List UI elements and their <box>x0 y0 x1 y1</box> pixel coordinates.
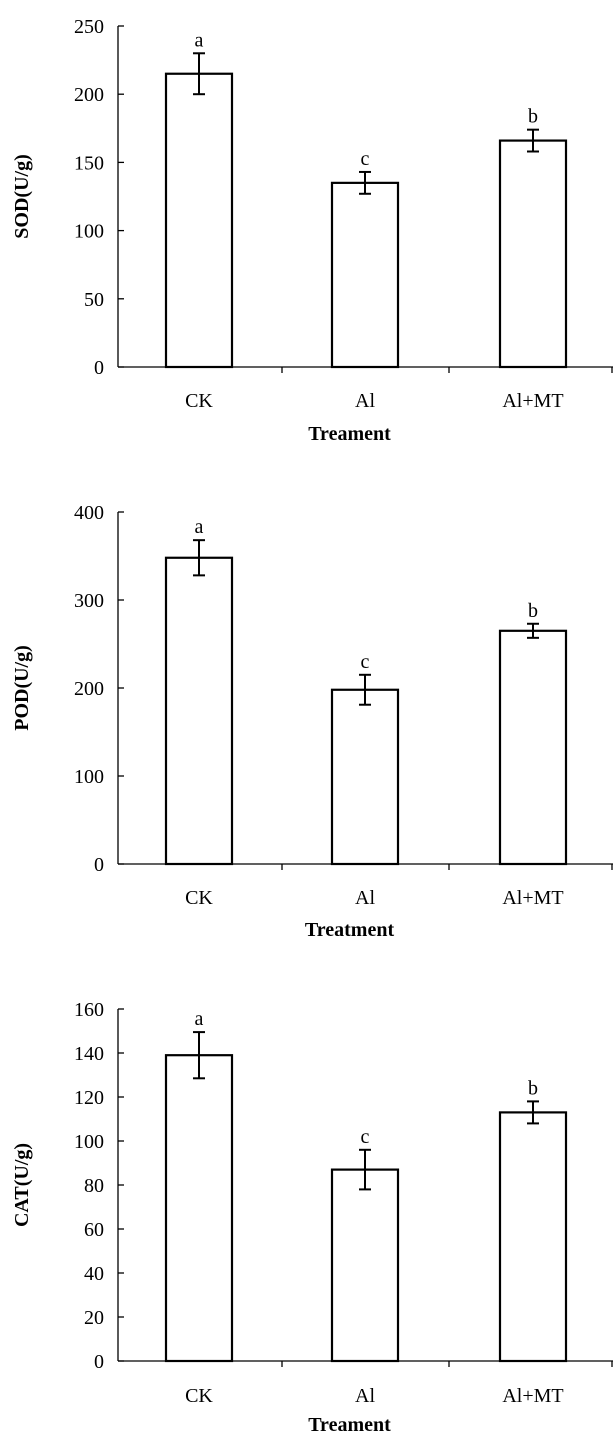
x-tick-label: Al+MT <box>502 887 563 909</box>
significance-label: a <box>195 516 204 538</box>
significance-label: c <box>361 1126 370 1148</box>
x-axis-title: Treatment <box>305 919 395 941</box>
x-axis-title: Treament <box>308 1414 391 1436</box>
y-tick-label: 100 <box>74 1131 104 1153</box>
chart-panel-pod: 0 100 200 300 400 a CK c Al b Al+MT Treatment POD(U/… <box>11 502 613 941</box>
bar-ck <box>164 1054 234 1363</box>
x-tick-label: CK <box>185 1385 213 1407</box>
y-tick-label: 80 <box>84 1175 104 1197</box>
y-tick-label: 200 <box>74 678 104 700</box>
y-axis-title: SOD(U/g) <box>11 154 33 238</box>
bar-al <box>330 181 400 369</box>
bar-al <box>330 688 400 866</box>
y-axis-title: POD(U/g) <box>11 645 33 731</box>
significance-label: a <box>195 1008 204 1030</box>
x-tick-label: Al+MT <box>502 390 563 412</box>
y-tick-label: 50 <box>84 289 104 311</box>
significance-label: a <box>195 29 204 51</box>
y-tick-label: 100 <box>74 766 104 788</box>
chart-panel-cat: 0 20 40 60 80 100 120 140 160 a CK c Al b Al+MT Treamen… <box>11 999 613 1436</box>
y-tick-label: 160 <box>74 999 104 1021</box>
x-tick-label: Al <box>355 887 375 909</box>
bar-al-plus-mt <box>498 1111 568 1363</box>
significance-label: c <box>361 651 370 673</box>
y-axis-title: CAT(U/g) <box>11 1143 33 1227</box>
bar-ck <box>164 556 234 866</box>
x-tick-label: CK <box>185 887 213 909</box>
y-tick-label: 40 <box>84 1263 104 1285</box>
y-tick-label: 150 <box>74 152 104 174</box>
y-tick-label: 250 <box>74 16 104 38</box>
y-tick-label: 120 <box>74 1087 104 1109</box>
y-tick-label: 20 <box>84 1307 104 1329</box>
y-tick-label: 400 <box>74 502 104 524</box>
significance-label: b <box>528 600 538 622</box>
significance-label: b <box>528 106 538 128</box>
x-tick-label: CK <box>185 390 213 412</box>
y-tick-label: 140 <box>74 1043 104 1065</box>
bar-ck <box>164 72 234 369</box>
bar-al-plus-mt <box>498 139 568 369</box>
chart-panel-sod: 0 50 100 150 200 250 a CK c Al b Al+MT Treament SOD(U… <box>11 16 613 445</box>
significance-label: c <box>361 148 370 170</box>
y-tick-label: 0 <box>94 357 104 379</box>
y-tick-label: 200 <box>74 84 104 106</box>
y-tick-label: 60 <box>84 1219 104 1241</box>
x-tick-label: Al+MT <box>502 1385 563 1407</box>
y-tick-label: 100 <box>74 221 104 243</box>
bar-al <box>330 1168 400 1363</box>
x-tick-label: Al <box>355 390 375 412</box>
x-tick-label: Al <box>355 1385 375 1407</box>
significance-label: b <box>528 1077 538 1099</box>
y-tick-label: 0 <box>94 854 104 876</box>
y-tick-label: 0 <box>94 1351 104 1373</box>
bar-al-plus-mt <box>498 629 568 866</box>
y-tick-label: 300 <box>74 590 104 612</box>
x-axis-title: Treament <box>308 423 391 445</box>
